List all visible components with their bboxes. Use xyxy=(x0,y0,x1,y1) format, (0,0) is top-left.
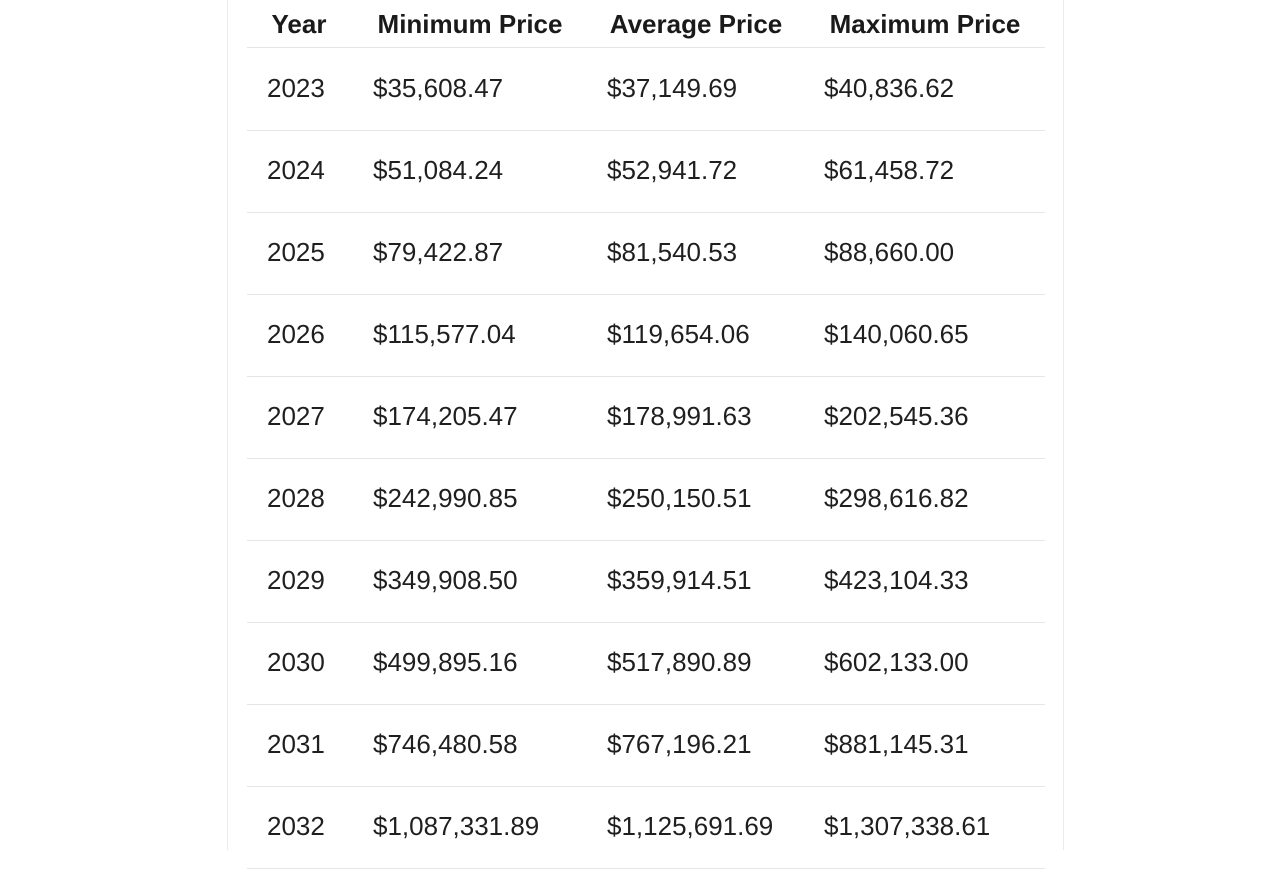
row-divider xyxy=(247,786,1045,787)
table-card xyxy=(227,0,1064,850)
minimum-price-cell: $746,480.58 xyxy=(373,729,518,759)
row-divider xyxy=(247,130,1045,131)
row-divider xyxy=(247,540,1045,541)
minimum-price-cell: $174,205.47 xyxy=(373,401,518,431)
maximum-price-cell: $202,545.36 xyxy=(824,401,969,431)
average-price-cell: $359,914.51 xyxy=(607,565,752,595)
minimum-price-cell: $35,608.47 xyxy=(373,73,504,103)
column-header: Minimum Price xyxy=(377,9,563,39)
row-divider xyxy=(247,376,1045,377)
maximum-price-cell: $61,458.72 xyxy=(824,155,955,185)
year-cell: 2029 xyxy=(267,565,325,595)
column-header: Year xyxy=(271,9,327,39)
minimum-price-cell: $242,990.85 xyxy=(373,483,518,513)
row-divider xyxy=(247,212,1045,213)
minimum-price-cell: $115,577.04 xyxy=(373,319,516,349)
maximum-price-cell: $1,307,338.61 xyxy=(824,811,991,841)
maximum-price-cell: $298,616.82 xyxy=(824,483,969,513)
page: {"table": { "headers": ["Year", "Minimum… xyxy=(227,0,1064,869)
maximum-price-cell: $881,145.31 xyxy=(824,729,969,759)
average-price-cell: $767,196.21 xyxy=(607,729,752,759)
header-divider xyxy=(247,47,1045,48)
average-price-cell: $37,149.69 xyxy=(607,73,738,103)
maximum-price-cell: $423,104.33 xyxy=(824,565,969,595)
row-divider xyxy=(247,458,1045,459)
year-cell: 2027 xyxy=(267,401,325,431)
minimum-price-cell: $79,422.87 xyxy=(373,237,504,267)
year-cell: 2026 xyxy=(267,319,325,349)
maximum-price-cell: $40,836.62 xyxy=(824,73,955,103)
year-cell: 2028 xyxy=(267,483,325,513)
year-cell: 2030 xyxy=(267,647,325,677)
minimum-price-cell: $349,908.50 xyxy=(373,565,518,595)
row-divider xyxy=(247,622,1045,623)
year-cell: 2025 xyxy=(267,237,325,267)
column-header: Average Price xyxy=(609,9,783,39)
year-cell: 2023 xyxy=(267,73,325,103)
minimum-price-cell: $1,087,331.89 xyxy=(373,811,540,841)
average-price-cell: $1,125,691.69 xyxy=(607,811,774,841)
row-divider xyxy=(247,704,1045,705)
minimum-price-cell: $51,084.24 xyxy=(373,155,504,185)
maximum-price-cell: $602,133.00 xyxy=(824,647,969,677)
maximum-price-cell: $140,060.65 xyxy=(824,319,969,349)
average-price-cell: $178,991.63 xyxy=(607,401,752,431)
average-price-cell: $52,941.72 xyxy=(607,155,738,185)
maximum-price-cell: $88,660.00 xyxy=(824,237,955,267)
average-price-cell: $119,654.06 xyxy=(607,319,750,349)
year-cell: 2031 xyxy=(267,729,325,759)
year-cell: 2032 xyxy=(267,811,325,841)
average-price-cell: $517,890.89 xyxy=(607,647,752,677)
year-cell: 2024 xyxy=(267,155,325,185)
average-price-cell: $81,540.53 xyxy=(607,237,738,267)
column-header: Maximum Price xyxy=(829,9,1021,39)
minimum-price-cell: $499,895.16 xyxy=(373,647,518,677)
row-divider xyxy=(247,294,1045,295)
average-price-cell: $250,150.51 xyxy=(607,483,752,513)
